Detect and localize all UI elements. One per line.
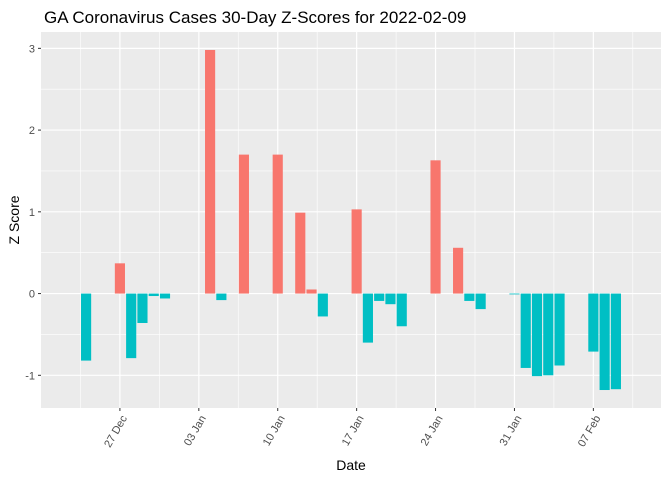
x-axis-title: Date <box>336 457 366 473</box>
bar-2022-02-09 <box>610 293 621 390</box>
bar-2022-01-27 <box>464 293 475 301</box>
y-axis: -1 0 1 2 3 <box>25 43 41 382</box>
bar-2022-01-18 <box>362 293 373 343</box>
x-tick-label: 10 Jan <box>261 414 288 449</box>
y-tick-label: -1 <box>25 370 35 382</box>
x-tick-label: 07 Feb <box>576 414 604 450</box>
bar-2021-12-31 <box>159 293 171 299</box>
bar-2022-02-04 <box>554 293 565 366</box>
bar-2022-01-12 <box>295 212 306 294</box>
bar-2022-01-19 <box>374 293 385 301</box>
y-tick-label: 0 <box>29 289 35 301</box>
bar-2022-01-10 <box>272 154 283 294</box>
bar-2022-01-28 <box>475 293 486 310</box>
y-axis-title: Z Score <box>6 195 22 244</box>
bar-2022-01-21 <box>396 293 407 327</box>
bar-2021-12-24 <box>81 293 92 361</box>
bar-2022-01-14 <box>317 293 328 317</box>
bar-2022-02-08 <box>599 293 610 391</box>
bar-2022-01-04 <box>205 49 216 294</box>
x-tick-label: 27 Dec <box>102 413 130 450</box>
bar-2022-01-24 <box>430 160 441 294</box>
bar-2021-12-28 <box>126 293 137 359</box>
bar-2022-02-02 <box>531 293 543 377</box>
bar-2021-12-27 <box>114 263 125 294</box>
bar-2022-01-20 <box>385 293 396 305</box>
bars-group <box>81 49 621 391</box>
bar-2022-01-31 <box>509 293 520 295</box>
bar-2022-02-07 <box>588 293 599 352</box>
x-tick-label: 24 Jan <box>419 414 446 449</box>
bar-2022-01-05 <box>216 293 227 301</box>
minor-gridlines <box>41 32 661 408</box>
chart-title: GA Coronavirus Cases 30-Day Z-Scores for… <box>44 8 466 27</box>
bar-2022-01-26 <box>453 247 464 294</box>
bar-2022-02-03 <box>543 293 554 376</box>
bar-2022-01-07 <box>238 154 249 294</box>
x-tick-label: 31 Jan <box>498 414 525 449</box>
y-tick-label: 3 <box>29 43 35 55</box>
y-tick-label: 1 <box>29 207 35 219</box>
bar-2021-12-29 <box>137 293 148 323</box>
y-tick-label: 2 <box>29 125 35 137</box>
x-axis: 27 Dec 03 Jan 10 Jan 17 Jan 24 Jan 31 Jan 07 F… <box>102 408 603 450</box>
x-tick-label: 03 Jan <box>182 414 209 449</box>
bar-2022-01-17 <box>351 209 362 294</box>
x-tick-label: 17 Jan <box>340 414 367 449</box>
bar-2021-12-30 <box>148 293 159 297</box>
bar-2022-02-01 <box>520 293 531 368</box>
bar-2022-01-13 <box>306 289 317 294</box>
